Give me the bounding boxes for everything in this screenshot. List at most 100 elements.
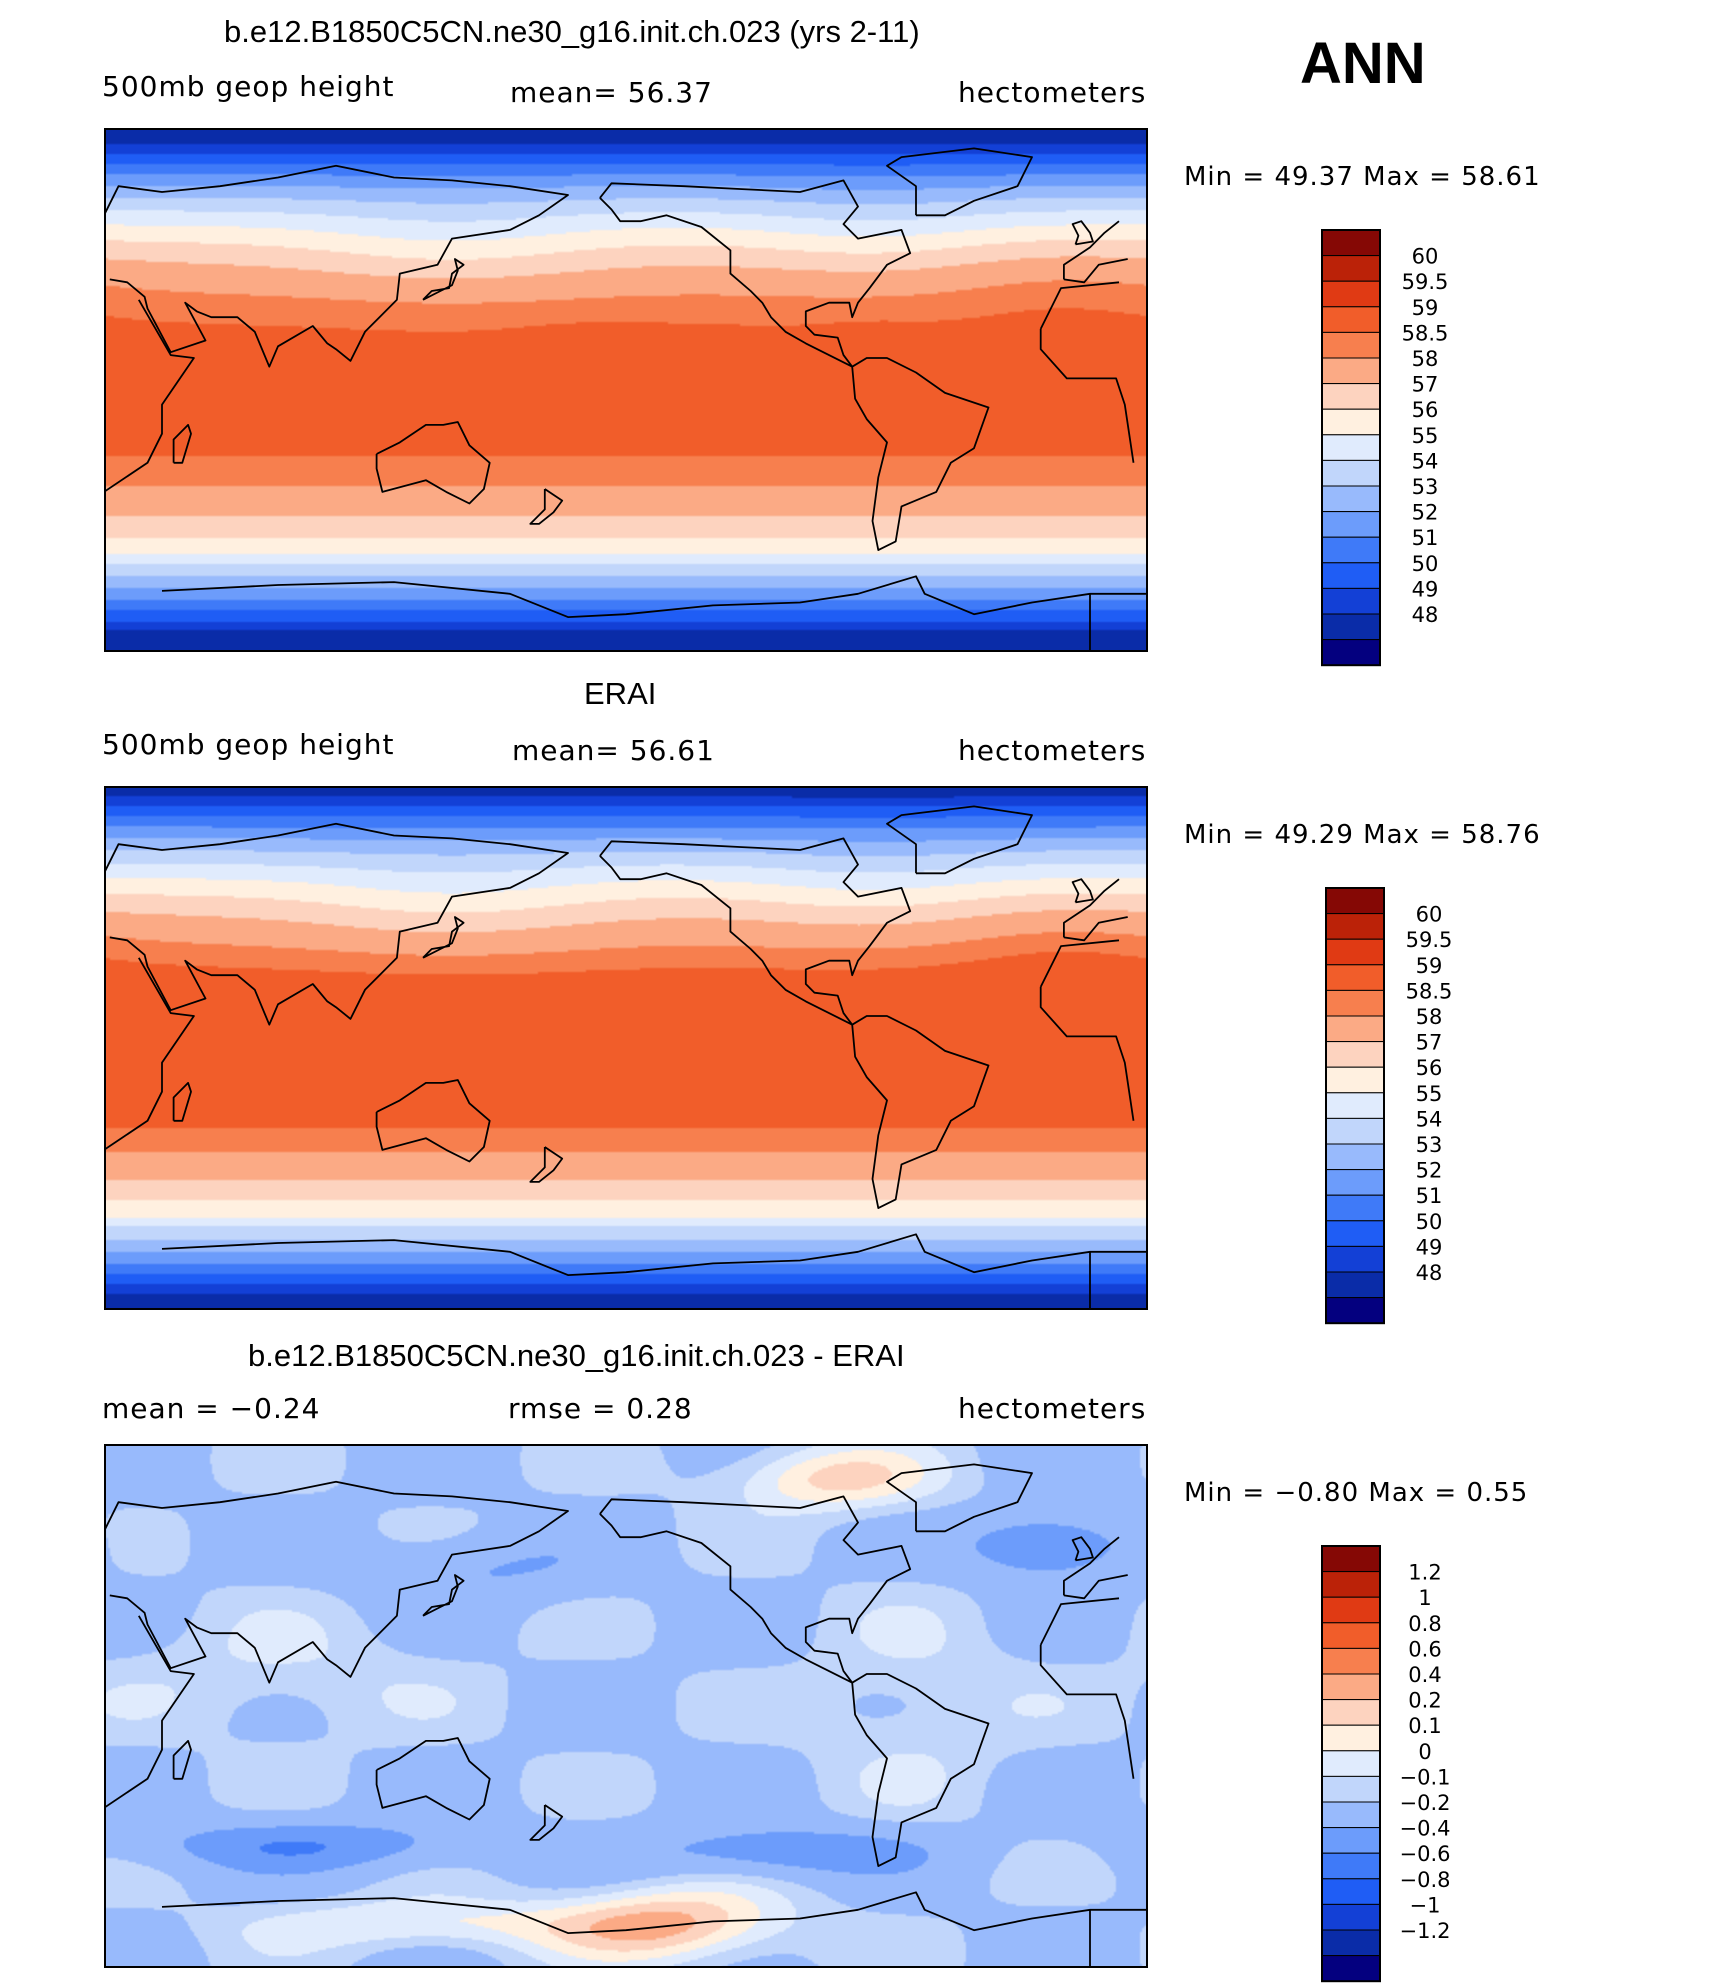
panel1-colorbar-swatch-10 [1321, 485, 1381, 513]
australia-coastline [375, 1079, 491, 1163]
panel2-colorbar-swatch-11 [1325, 1169, 1385, 1196]
panel3-colorbar-label-0: 1.2 [1408, 1561, 1441, 1585]
panel2-colorbar-swatch-16 [1325, 1297, 1385, 1324]
panel3-colorbar-swatch-2 [1321, 1596, 1381, 1624]
panel2-colorbar-swatch-0 [1325, 887, 1385, 915]
panel1-variable-label: 500mb geop height [102, 70, 395, 103]
africa-coastline [104, 299, 195, 493]
panel2-colorbar-swatch-10 [1325, 1143, 1385, 1171]
panel1-colorbar-label-4: 58 [1412, 347, 1439, 371]
europe-asia-coastline [1063, 1536, 1120, 1596]
europe-asia-coastline [1063, 258, 1128, 284]
europe-asia-coastline [104, 1480, 569, 1684]
panel2-colorbar-swatch-14 [1325, 1245, 1385, 1273]
panel2-units-label: hectometers [958, 734, 1147, 767]
panel2-colorbar-label-11: 51 [1416, 1184, 1443, 1208]
africa-coastline [104, 957, 195, 1151]
panel3-colorbar-label-6: 0.1 [1408, 1714, 1441, 1738]
africa-coastline [1039, 328, 1135, 463]
panel2-mean-label: mean= 56.61 [512, 734, 715, 767]
europe-asia-coastline [104, 164, 569, 368]
japan-coastline [422, 258, 465, 301]
new-zealand-coastline [529, 1804, 564, 1841]
uk-coastline [1071, 878, 1094, 904]
panel1-colorbar-label-5: 57 [1412, 373, 1439, 397]
panel3-colorbar: 1.210.80.60.40.20.10−0.1−0.2−0.4−0.6−0.8… [1321, 1545, 1451, 1983]
south-america-coastline [851, 357, 990, 552]
panel2-colorbar-swatch-13 [1325, 1220, 1385, 1247]
panel3-colorbar-swatch-0 [1321, 1545, 1381, 1573]
panel3-colorbar-swatch-9 [1321, 1775, 1381, 1803]
panel1-colorbar-label-13: 49 [1412, 577, 1439, 601]
panel3-colorbar-swatch-11 [1321, 1827, 1381, 1854]
panel2-colorbar-label-7: 55 [1416, 1082, 1443, 1106]
panel2-colorbar-label-8: 54 [1416, 1107, 1443, 1131]
panel3-colorbar-swatch-16 [1321, 1955, 1381, 1982]
africa-coastline [104, 1615, 195, 1809]
panel2-map [104, 786, 1148, 1310]
new-zealand-coastline [529, 1146, 564, 1183]
panel3-units-label: hectometers [958, 1392, 1147, 1425]
panel2-colorbar-label-2: 59 [1416, 954, 1443, 978]
panel1-colorbar-swatch-3 [1321, 306, 1381, 333]
europe-asia-coastline [104, 822, 569, 1026]
panel1-colorbar-label-9: 53 [1412, 475, 1439, 499]
panel1-colorbar-label-2: 59 [1412, 296, 1439, 320]
panel2-colorbar-label-14: 48 [1416, 1261, 1443, 1285]
panel3-colorbar-label-13: −1 [1410, 1893, 1441, 1917]
panel2-colorbar-label-13: 49 [1416, 1235, 1443, 1259]
panel1-colorbar-swatch-6 [1321, 383, 1381, 410]
panel3-colorbar-swatch-14 [1321, 1903, 1381, 1931]
panel2-colorbar-frame [1325, 887, 1385, 1325]
panel1-colorbar-swatch-15 [1321, 613, 1381, 641]
panel1-colorbar-label-12: 50 [1412, 552, 1439, 576]
panel1-map-coastlines [104, 147, 1148, 652]
panel3-colorbar-label-4: 0.4 [1408, 1663, 1441, 1687]
panel2-colorbar-label-12: 50 [1416, 1210, 1443, 1234]
europe-asia-coastline [1063, 878, 1120, 938]
north-america-coastline [599, 1495, 912, 1684]
panel2-map-coastlines [104, 805, 1148, 1310]
panel3-colorbar-label-9: −0.2 [1400, 1791, 1451, 1815]
europe-asia-coastline [1063, 220, 1120, 280]
panel3-colorbar-label-10: −0.4 [1400, 1817, 1451, 1841]
panel1-colorbar-swatch-2 [1321, 280, 1381, 308]
panel1-colorbar-swatch-12 [1321, 536, 1381, 564]
panel1-colorbar-label-3: 58.5 [1402, 321, 1449, 345]
japan-coastline [422, 1574, 465, 1617]
panel2-colorbar-swatch-2 [1325, 938, 1385, 966]
panel2-colorbar-swatch-12 [1325, 1194, 1385, 1222]
panel3-colorbar-label-1: 1 [1418, 1586, 1431, 1610]
panel3-colorbar-swatch-8 [1321, 1750, 1381, 1777]
panel2-colorbar-label-4: 58 [1416, 1005, 1443, 1029]
panel3-colorbar-swatch-7 [1321, 1724, 1381, 1752]
japan-coastline [422, 916, 465, 959]
panel2-colorbar-label-1: 59.5 [1406, 928, 1453, 952]
panel1-title: b.e12.B1850C5CN.ne30_g16.init.ch.023 (yr… [224, 14, 920, 49]
panel1-colorbar-label-0: 60 [1412, 245, 1439, 269]
panel2-colorbar-label-0: 60 [1416, 903, 1443, 927]
panel2-map-field [104, 786, 1148, 1310]
panel2-colorbar-swatch-8 [1325, 1092, 1385, 1119]
panel1-units-label: hectometers [958, 76, 1147, 109]
panel1-colorbar-swatch-13 [1321, 562, 1381, 589]
panel3-colorbar-label-12: −0.8 [1400, 1868, 1451, 1892]
season-label: ANN [1300, 31, 1426, 96]
europe-asia-coastline [1063, 916, 1128, 942]
panel1-colorbar-label-7: 55 [1412, 424, 1439, 448]
panel1-map-field [104, 128, 1148, 652]
panel1-colorbar-swatch-8 [1321, 434, 1381, 461]
panel2-min-max: Min = 49.29 Max = 58.76 [1184, 820, 1541, 850]
panel1-map-frame [104, 128, 1148, 652]
panel1-colorbar-swatch-14 [1321, 587, 1381, 615]
madagascar-coastline [172, 1081, 192, 1122]
panel1-colorbar-label-6: 56 [1412, 398, 1439, 422]
panel2-colorbar-label-3: 58.5 [1406, 979, 1453, 1003]
europe-asia-coastline [1063, 1574, 1128, 1600]
panel3-colorbar-swatch-4 [1321, 1647, 1381, 1675]
panel3-colorbar-label-14: −1.2 [1400, 1919, 1451, 1943]
panel3-map [104, 1444, 1148, 1968]
north-america-coastline [599, 837, 912, 1026]
